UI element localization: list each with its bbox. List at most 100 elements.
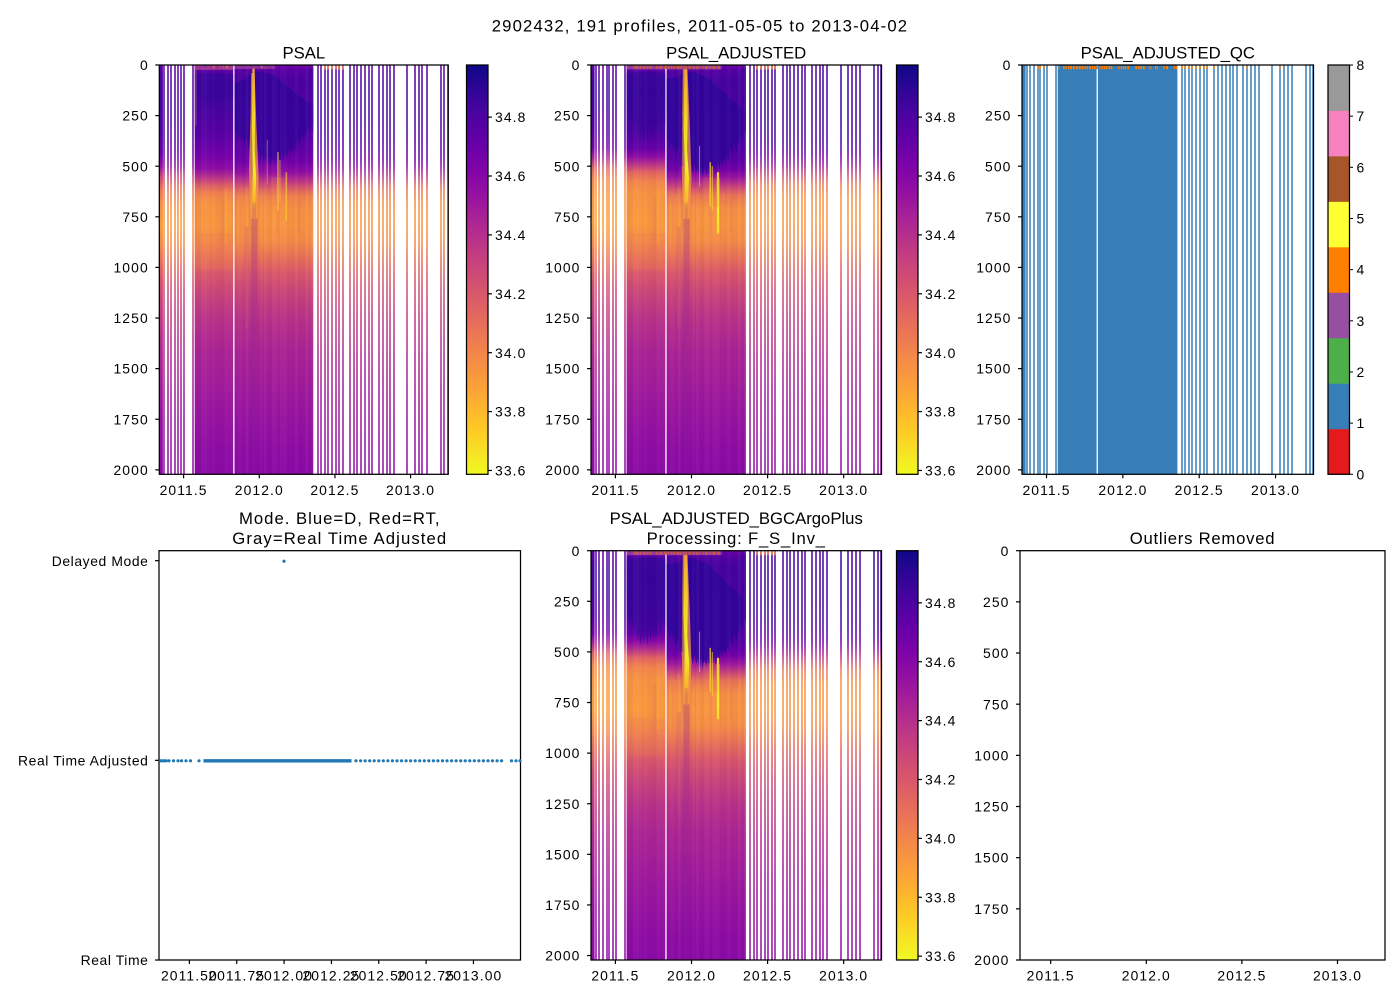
svg-text:500: 500 [983,645,1009,661]
svg-text:33.8: 33.8 [925,404,956,420]
svg-text:2012.5: 2012.5 [310,482,359,498]
svg-text:750: 750 [554,209,580,225]
svg-text:750: 750 [985,209,1011,225]
svg-text:Mode. Blue=D, Red=RT,: Mode. Blue=D, Red=RT, [239,509,441,528]
svg-text:33.6: 33.6 [925,948,956,964]
svg-text:1: 1 [1357,415,1365,431]
svg-text:Real Time Adjusted: Real Time Adjusted [18,752,148,768]
svg-text:2012.0: 2012.0 [235,482,284,498]
svg-text:2011.75: 2011.75 [208,968,265,984]
svg-text:1500: 1500 [113,361,148,377]
svg-text:7: 7 [1357,108,1365,124]
svg-text:33.6: 33.6 [495,463,526,479]
svg-text:2011.5: 2011.5 [1022,482,1070,498]
svg-text:2000: 2000 [976,462,1011,478]
svg-text:2011.5: 2011.5 [1027,968,1075,984]
svg-text:8: 8 [1357,57,1365,73]
svg-text:500: 500 [554,644,580,660]
svg-text:1750: 1750 [545,411,580,427]
svg-text:0: 0 [572,57,581,73]
svg-text:1000: 1000 [974,747,1009,763]
svg-text:1250: 1250 [974,799,1009,815]
svg-text:34.2: 34.2 [495,286,526,302]
svg-text:33.8: 33.8 [495,404,526,420]
svg-text:5: 5 [1357,211,1365,227]
svg-text:500: 500 [554,158,580,174]
svg-text:34.6: 34.6 [925,654,956,670]
svg-text:33.6: 33.6 [925,463,956,479]
svg-text:Delayed Mode: Delayed Mode [52,553,149,569]
svg-text:2011.5: 2011.5 [591,482,639,498]
svg-text:1250: 1250 [113,310,148,326]
svg-text:1500: 1500 [545,361,580,377]
svg-text:750: 750 [983,696,1009,712]
svg-text:1250: 1250 [545,796,580,812]
svg-text:34.0: 34.0 [495,345,526,361]
svg-text:2013.0: 2013.0 [819,968,868,984]
svg-text:2012.50: 2012.50 [350,968,408,984]
svg-text:2902432, 191 profiles, 2011-05: 2902432, 191 profiles, 2011-05-05 to 201… [492,17,909,36]
svg-text:2012.75: 2012.75 [397,968,455,984]
svg-text:PSAL_ADJUSTED_BGCArgoPlus: PSAL_ADJUSTED_BGCArgoPlus [610,509,863,528]
svg-text:PSAL_ADJUSTED_QC: PSAL_ADJUSTED_QC [1081,43,1255,62]
svg-text:2013.0: 2013.0 [1313,968,1362,984]
svg-text:500: 500 [985,158,1011,174]
svg-text:250: 250 [983,594,1009,610]
svg-text:2000: 2000 [974,952,1009,968]
svg-text:500: 500 [122,158,148,174]
svg-text:34.8: 34.8 [495,109,526,125]
svg-text:6: 6 [1357,159,1365,175]
svg-text:2011.50: 2011.50 [161,968,218,984]
svg-text:2012.25: 2012.25 [302,968,360,984]
svg-text:2000: 2000 [113,462,148,478]
svg-text:1000: 1000 [545,745,580,761]
svg-text:2012.00: 2012.00 [255,968,313,984]
svg-text:34.6: 34.6 [925,168,956,184]
svg-text:34.2: 34.2 [925,772,956,788]
svg-text:0: 0 [1003,57,1012,73]
svg-text:0: 0 [572,543,581,559]
svg-text:34.4: 34.4 [925,227,956,243]
svg-text:1750: 1750 [545,897,580,913]
svg-text:4: 4 [1357,262,1365,278]
svg-text:1000: 1000 [545,260,580,276]
svg-text:250: 250 [554,593,580,609]
svg-text:2013.0: 2013.0 [1251,482,1300,498]
svg-text:2012.5: 2012.5 [1217,968,1266,984]
svg-text:Gray=Real Time Adjusted: Gray=Real Time Adjusted [232,529,447,548]
svg-text:2: 2 [1357,364,1365,380]
svg-text:1000: 1000 [113,260,148,276]
svg-text:250: 250 [985,108,1011,124]
svg-text:2012.0: 2012.0 [1122,968,1171,984]
svg-text:750: 750 [122,209,148,225]
svg-text:2011.5: 2011.5 [591,968,639,984]
svg-text:1500: 1500 [545,846,580,862]
svg-text:1750: 1750 [113,411,148,427]
svg-text:PSAL: PSAL [282,43,325,62]
svg-text:250: 250 [122,108,148,124]
svg-text:Processing: F_S_Inv_: Processing: F_S_Inv_ [647,529,826,548]
svg-text:34.2: 34.2 [925,286,956,302]
svg-text:Outliers Removed: Outliers Removed [1130,529,1276,548]
svg-text:2013.0: 2013.0 [386,482,435,498]
svg-text:2013.0: 2013.0 [819,482,868,498]
svg-text:0: 0 [1001,543,1010,559]
svg-text:34.4: 34.4 [495,227,526,243]
svg-text:34.8: 34.8 [925,109,956,125]
svg-text:34.6: 34.6 [495,168,526,184]
svg-text:2013.00: 2013.00 [444,968,502,984]
svg-text:2012.5: 2012.5 [743,968,792,984]
svg-text:0: 0 [1357,466,1365,482]
svg-text:34.4: 34.4 [925,713,956,729]
svg-text:0: 0 [140,57,149,73]
svg-text:1750: 1750 [974,901,1009,917]
svg-text:1250: 1250 [976,310,1011,326]
svg-text:2011.5: 2011.5 [160,482,208,498]
svg-text:1250: 1250 [545,310,580,326]
svg-text:2000: 2000 [545,948,580,964]
svg-text:34.0: 34.0 [925,831,956,847]
svg-text:1500: 1500 [976,361,1011,377]
svg-text:2012.5: 2012.5 [1175,482,1224,498]
svg-text:34.8: 34.8 [925,595,956,611]
svg-text:2012.0: 2012.0 [1098,482,1147,498]
